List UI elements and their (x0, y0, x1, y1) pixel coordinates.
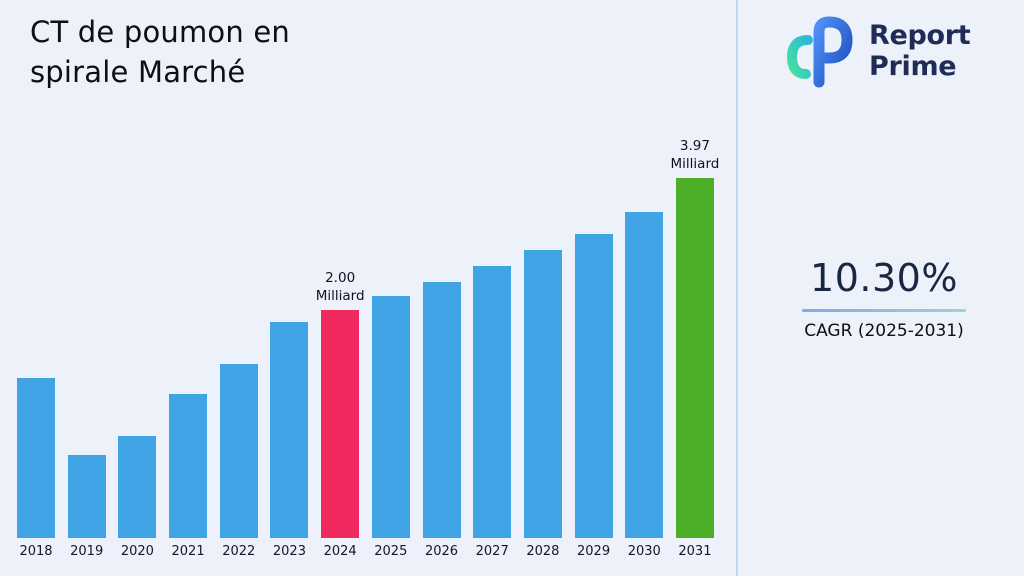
x-axis-label-2026: 2026 (424, 544, 459, 559)
bar-2028 (523, 250, 562, 538)
bar-2030 (625, 212, 664, 538)
chart-title-line2: spirale Marché (30, 55, 246, 90)
bar-column-2026: 2026 (422, 0, 462, 560)
x-axis-label-2019: 2019 (70, 544, 104, 559)
bar-2023 (270, 322, 309, 538)
bar-column-2018: 2018 (16, 0, 56, 560)
x-axis-label-2024: 2024 (323, 544, 357, 559)
panel-divider (736, 0, 738, 576)
chart-title-line1: CT de poumon en (30, 15, 290, 49)
x-axis-label-2021: 2021 (171, 544, 205, 559)
bar-column-2021: 2021 (168, 0, 208, 560)
brand-name: Report Prime (869, 19, 971, 82)
report-prime-logo-icon (779, 8, 859, 94)
bar-column-2020: 2020 (117, 0, 157, 560)
bar-2026 (422, 282, 461, 538)
x-axis-label-2030: 2030 (627, 544, 661, 559)
x-axis-label-2022: 2022 (222, 544, 256, 559)
bar-column-2030: 2030 (624, 0, 664, 560)
bar-chart: 2018 2019 2020 2021 2022 2023 2.00 Milliard 2024… (16, 0, 720, 576)
bar-2020 (118, 436, 157, 538)
x-axis-label-2029: 2029 (577, 544, 611, 559)
x-axis-label-2031: 2031 (678, 544, 712, 559)
x-axis-label-2025: 2025 (374, 544, 408, 559)
bar-2031 (675, 178, 714, 538)
bar-2027 (473, 266, 512, 538)
x-axis-label-2018: 2018 (19, 544, 53, 559)
bar-column-2028: 2028 (523, 0, 563, 560)
bar-column-2031: 3.97 Milliard 2031 (671, 0, 720, 560)
bar-value-label-2031: 3.97 Milliard (670, 138, 720, 172)
bar-column-2023: 2023 (269, 0, 309, 560)
bar-2019 (67, 455, 106, 538)
bar-2024 (321, 310, 360, 538)
chart-title: CT de poumon en spirale Marché (30, 12, 290, 92)
bar-value-label-2024: 2.00 Milliard (315, 270, 365, 304)
bar-2021 (169, 394, 208, 538)
bar-column-2022: 2022 (219, 0, 259, 560)
bar-column-2027: 2027 (472, 0, 512, 560)
cagr-underline (802, 309, 966, 312)
x-axis-label-2023: 2023 (272, 544, 306, 559)
bar-column-2025: 2025 (371, 0, 411, 560)
brand-name-line1: Report (869, 19, 971, 51)
brand-name-line2: Prime (869, 51, 957, 82)
bar-2018 (17, 378, 55, 538)
cagr-block: 10.30% CAGR (2025-2031) (802, 256, 966, 341)
x-axis-label-2027: 2027 (475, 544, 509, 559)
bar-2025 (371, 296, 410, 538)
brand-logo: Report Prime (779, 8, 971, 94)
bar-column-2024: 2.00 Milliard 2024 (316, 0, 365, 560)
x-axis-label-2020: 2020 (120, 544, 154, 559)
bar-2029 (574, 234, 613, 538)
x-axis-label-2028: 2028 (526, 544, 560, 559)
bar-column-2019: 2019 (67, 0, 107, 560)
bar-column-2029: 2029 (574, 0, 614, 560)
bar-2022 (219, 364, 258, 538)
cagr-value: 10.30% (810, 256, 958, 300)
cagr-label: CAGR (2025-2031) (804, 321, 964, 341)
